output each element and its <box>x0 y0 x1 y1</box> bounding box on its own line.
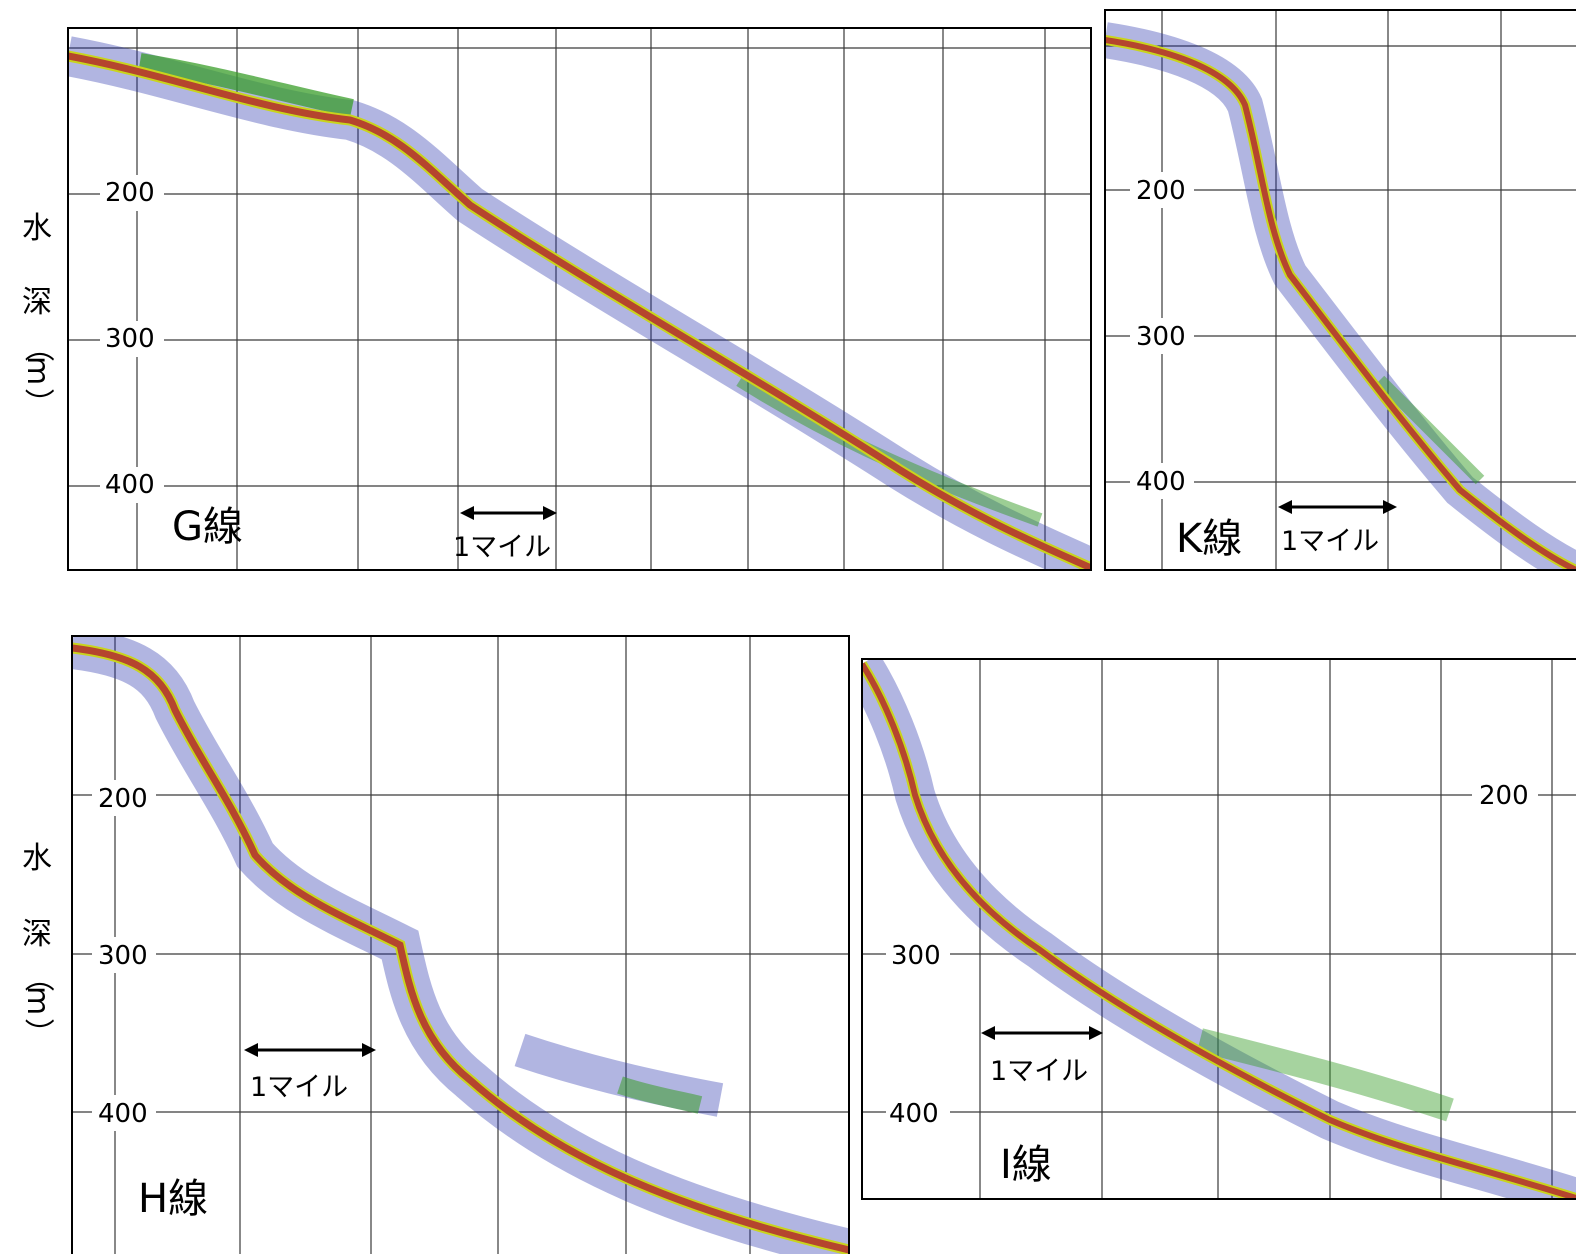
panel-i-frame <box>861 658 1576 1200</box>
panel-k-tick-200: 200 <box>1136 176 1186 206</box>
panel-i-tick-bg <box>1472 777 1538 813</box>
panel-i-fish-school <box>1197 1028 1454 1122</box>
panel-k-fish-school <box>1375 375 1485 485</box>
panel-i-line-name: I線 <box>1000 1142 1052 1188</box>
panel-g-scale-label: 1マイル <box>453 532 551 563</box>
panel-k-line-name: K線 <box>1176 516 1242 562</box>
panel-h-grid <box>72 636 849 1254</box>
panel-h-fish-school-core <box>617 1076 703 1114</box>
panel-h-scale-bar: 1マイル <box>244 1043 376 1103</box>
axis-title-char: （ <box>20 962 55 992</box>
panel-h-echogram <box>72 636 849 1254</box>
panel-k-tick-bg <box>1130 463 1194 499</box>
axis-title-char: m <box>20 356 55 385</box>
axis-title-char: 深 <box>22 285 52 320</box>
panel-k: 200 300 400 K線 1マイル <box>1104 9 1576 571</box>
panel-k-tick-300: 300 <box>1136 322 1186 352</box>
panel-h-tick-bg <box>92 1095 156 1131</box>
panel-k-tick-400: 400 <box>1136 467 1186 497</box>
panel-g-tick-300: 300 <box>105 324 155 354</box>
panel-k-frame <box>1104 9 1576 571</box>
axis-title-char: （ <box>20 332 55 362</box>
panel-h-tick-bg <box>92 780 156 816</box>
panel-g-echogram <box>68 28 1091 570</box>
panel-g-tick-bg <box>100 175 164 211</box>
panel-i-background <box>862 659 1576 1199</box>
panel-h-tick-400: 400 <box>98 1099 148 1129</box>
panel-h-tick-bg <box>92 937 156 973</box>
panel-i-tick-300: 300 <box>891 941 941 971</box>
panel-g-scale-bar: 1マイル <box>453 506 557 563</box>
panel-k-tick-bg <box>1130 172 1194 208</box>
axis-title-bottom: 水 深 （ m ） <box>20 841 55 1048</box>
panel-i: 200 300 400 I線 1マイル <box>861 658 1576 1200</box>
panel-h-bottom-echo <box>72 644 849 1254</box>
panel-h-frame <box>71 635 850 1254</box>
panel-h-scale-label: 1マイル <box>250 1072 348 1103</box>
panel-h-background <box>72 636 849 1254</box>
panel-h: 200 300 400 H線 1マイル <box>71 635 850 1254</box>
panel-i-grid <box>862 659 1576 1199</box>
axis-title-top: 水 深 （ m ） <box>20 211 55 418</box>
panel-g-bottom-echo <box>68 52 1091 570</box>
axis-title-char: m <box>20 986 55 1015</box>
axis-title-char: 深 <box>22 917 52 952</box>
panel-g-fish-school <box>138 53 354 117</box>
panel-i-bottom-echo <box>862 662 1576 1199</box>
panel-k-scale-bar: 1マイル <box>1278 500 1397 557</box>
axis-title-char: ） <box>20 1018 55 1048</box>
panel-i-tick-bg <box>886 1095 950 1131</box>
panel-i-tick-400: 400 <box>889 1099 939 1129</box>
panel-k-bottom-echo <box>1105 37 1576 570</box>
panel-k-scale-label: 1マイル <box>1281 526 1379 557</box>
panel-h-tick-300: 300 <box>98 941 148 971</box>
panel-h-line-name: H線 <box>138 1176 208 1222</box>
panel-i-scale-bar: 1マイル <box>981 1026 1103 1087</box>
panel-k-tick-bg <box>1130 318 1194 354</box>
panel-i-scale-label: 1マイル <box>990 1056 1088 1087</box>
panel-g-tick-bg <box>100 467 164 503</box>
panel-g: 200 300 400 G線 1マイル <box>67 27 1092 571</box>
axis-title-char: 水 <box>22 211 52 246</box>
panel-i-tick-bg <box>886 937 950 973</box>
axis-title-char: ） <box>20 388 55 418</box>
panel-k-echogram <box>1105 10 1576 570</box>
panel-g-tick-bg <box>100 321 164 357</box>
axis-title-char: 水 <box>22 841 52 876</box>
panel-g-line-name: G線 <box>172 504 243 550</box>
panel-h-tick-200: 200 <box>98 784 148 814</box>
panel-g-tick-400: 400 <box>105 470 155 500</box>
panel-g-frame <box>67 27 1092 571</box>
panel-g-tick-200: 200 <box>105 178 155 208</box>
panel-i-tick-200: 200 <box>1479 781 1529 811</box>
panel-i-echogram <box>862 659 1576 1199</box>
